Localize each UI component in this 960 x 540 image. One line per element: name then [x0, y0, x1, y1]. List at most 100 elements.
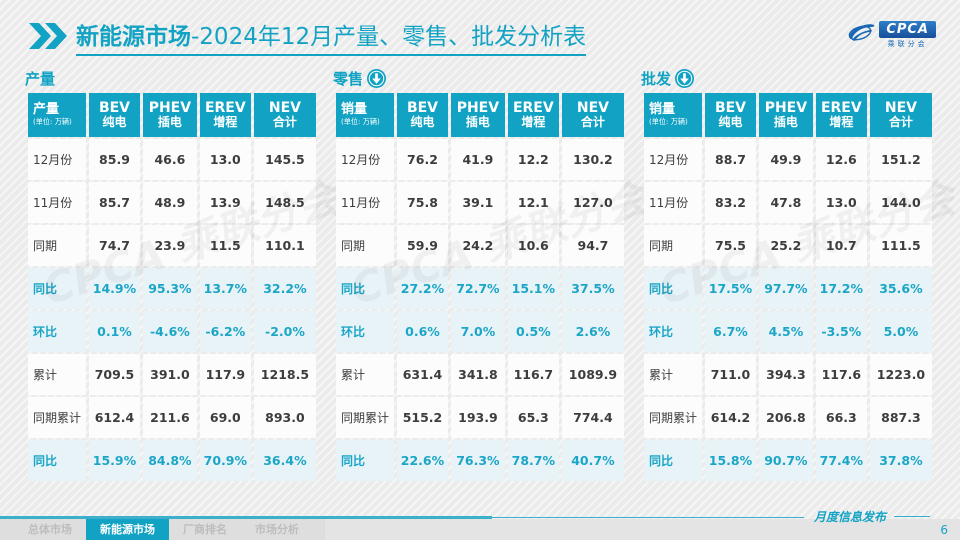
cell-value: 22.6% — [396, 440, 448, 481]
column-header: NEV 合计 — [253, 93, 316, 137]
down-arrow-icon — [367, 68, 387, 88]
column-header: NEV 合计 — [561, 93, 624, 137]
column-header-en: NEV — [576, 100, 609, 117]
corner-title: 销量 — [649, 102, 676, 118]
table-row: 11月份 75.8 39.1 12.1 127.0 — [336, 182, 624, 223]
table-row: 同比 22.6% 76.3% 78.7% 40.7% — [336, 440, 624, 481]
column-header: EREV 增程 — [199, 93, 251, 137]
table-block: 零售 CPCA 乘联分会 销量 — [333, 66, 652, 483]
cell-value: 72.7% — [451, 268, 505, 309]
cell-value: 13.7% — [199, 268, 251, 309]
row-label: 11月份 — [644, 182, 702, 223]
cell-value: -6.2% — [199, 311, 251, 352]
cell-value: 193.9 — [451, 397, 505, 438]
column-header: BEV 纯电 — [396, 93, 448, 137]
cell-value: -2.0% — [253, 311, 316, 352]
page-number: 6 — [940, 523, 948, 537]
cell-value: 774.4 — [561, 397, 624, 438]
row-label: 11月份 — [28, 182, 86, 223]
table-row: 同期累计 515.2 193.9 65.3 774.4 — [336, 397, 624, 438]
cell-value: 151.2 — [869, 139, 932, 180]
column-header-cn: 插电 — [465, 115, 490, 130]
table-row: 11月份 83.2 47.8 13.0 144.0 — [644, 182, 932, 223]
cell-value: 41.9 — [451, 139, 505, 180]
footer-tab-bar: 总体市场 新能源市场 厂商排名 市场分析 — [0, 519, 325, 540]
down-arrow-icon — [675, 68, 695, 88]
publication-dash — [894, 516, 930, 517]
cell-value: 11.5 — [199, 225, 251, 266]
cell-value: 12.2 — [507, 139, 559, 180]
cell-value: 36.4% — [253, 440, 316, 481]
cell-value: 97.7% — [759, 268, 813, 309]
cell-value: 391.0 — [143, 354, 197, 395]
page-title: 新能源市场-2024年12月产量、零售、批发分析表 — [76, 17, 587, 56]
cell-value: 48.9 — [143, 182, 197, 223]
section-label: 产量 — [25, 69, 56, 88]
cell-value: -3.5% — [815, 311, 867, 352]
row-label: 累计 — [28, 354, 86, 395]
cell-value: 39.1 — [451, 182, 505, 223]
cell-value: 0.6% — [396, 311, 448, 352]
section-head: 产量 — [25, 66, 319, 90]
footer-tab[interactable]: 厂商排名 — [183, 523, 227, 536]
cpca-swoosh-icon — [846, 21, 876, 51]
cell-value: 893.0 — [253, 397, 316, 438]
cell-value: 116.7 — [507, 354, 559, 395]
column-header-cn: 插电 — [157, 115, 182, 130]
cell-value: 35.6% — [869, 268, 932, 309]
footer-tab[interactable]: 市场分析 — [255, 523, 299, 536]
column-header-en: PHEV — [456, 100, 500, 117]
corner-header-cell: 销量 (单位: 万辆) — [644, 93, 702, 137]
row-label: 11月份 — [336, 182, 394, 223]
row-label: 同比 — [28, 440, 86, 481]
cell-value: 23.9 — [143, 225, 197, 266]
header: 新能源市场-2024年12月产量、零售、批发分析表 CPCA 乘联分会 — [28, 14, 936, 58]
cell-value: 614.2 — [704, 397, 756, 438]
cell-value: 394.3 — [759, 354, 813, 395]
column-header-cn: 合计 — [888, 115, 913, 130]
cell-value: 145.5 — [253, 139, 316, 180]
row-label: 同期累计 — [28, 397, 86, 438]
corner-header-cell: 销量 (单位: 万辆) — [336, 93, 394, 137]
column-header-en: PHEV — [148, 100, 192, 117]
row-label: 同比 — [336, 440, 394, 481]
cpca-logo: CPCA 乘联分会 — [846, 21, 936, 51]
corner-header-cell: 产量 (单位: 万辆) — [28, 93, 86, 137]
cell-value: 1089.9 — [561, 354, 624, 395]
row-label: 环比 — [644, 311, 702, 352]
table-row: 同比 15.8% 90.7% 77.4% 37.8% — [644, 440, 932, 481]
publication-label-wrap: 月度信息发布 — [814, 508, 930, 525]
corner-title: 销量 — [341, 102, 368, 118]
cell-value: -4.6% — [143, 311, 197, 352]
cell-value: 17.5% — [704, 268, 756, 309]
table-row: 12月份 85.9 46.6 13.0 145.5 — [28, 139, 316, 180]
cell-value: 74.7 — [88, 225, 140, 266]
header-row: 产量 (单位: 万辆) BEV 纯电 PHEV 插电 EREV 增程 NEV 合计 — [28, 93, 316, 137]
cell-value: 40.7% — [561, 440, 624, 481]
row-label: 同比 — [28, 268, 86, 309]
cell-value: 24.2 — [451, 225, 505, 266]
column-header: EREV 增程 — [815, 93, 867, 137]
cell-value: 69.0 — [199, 397, 251, 438]
column-header: PHEV 插电 — [759, 93, 813, 137]
footer-tab[interactable]: 总体市场 — [28, 523, 72, 536]
footer-tab[interactable]: 新能源市场 — [86, 519, 169, 540]
row-label: 同期 — [28, 225, 86, 266]
cell-value: 75.8 — [396, 182, 448, 223]
double-chevron-icon — [28, 22, 68, 50]
column-header: PHEV 插电 — [143, 93, 197, 137]
cell-value: 49.9 — [759, 139, 813, 180]
row-label: 12月份 — [336, 139, 394, 180]
column-header-cn: 合计 — [580, 115, 605, 130]
column-header-cn: 增程 — [829, 115, 854, 130]
page-title-emphasis: 新能源市场 — [76, 23, 191, 50]
table-row: 同比 17.5% 97.7% 17.2% 35.6% — [644, 268, 932, 309]
cell-value: 211.6 — [143, 397, 197, 438]
column-header-en: EREV — [512, 100, 554, 117]
table-row: 同比 14.9% 95.3% 13.7% 32.2% — [28, 268, 316, 309]
data-table: 产量 (单位: 万辆) BEV 纯电 PHEV 插电 EREV 增程 NEV 合计 12月份 8… — [25, 91, 319, 483]
cell-value: 1218.5 — [253, 354, 316, 395]
cell-value: 25.2 — [759, 225, 813, 266]
cell-value: 85.7 — [88, 182, 140, 223]
cell-value: 15.9% — [88, 440, 140, 481]
